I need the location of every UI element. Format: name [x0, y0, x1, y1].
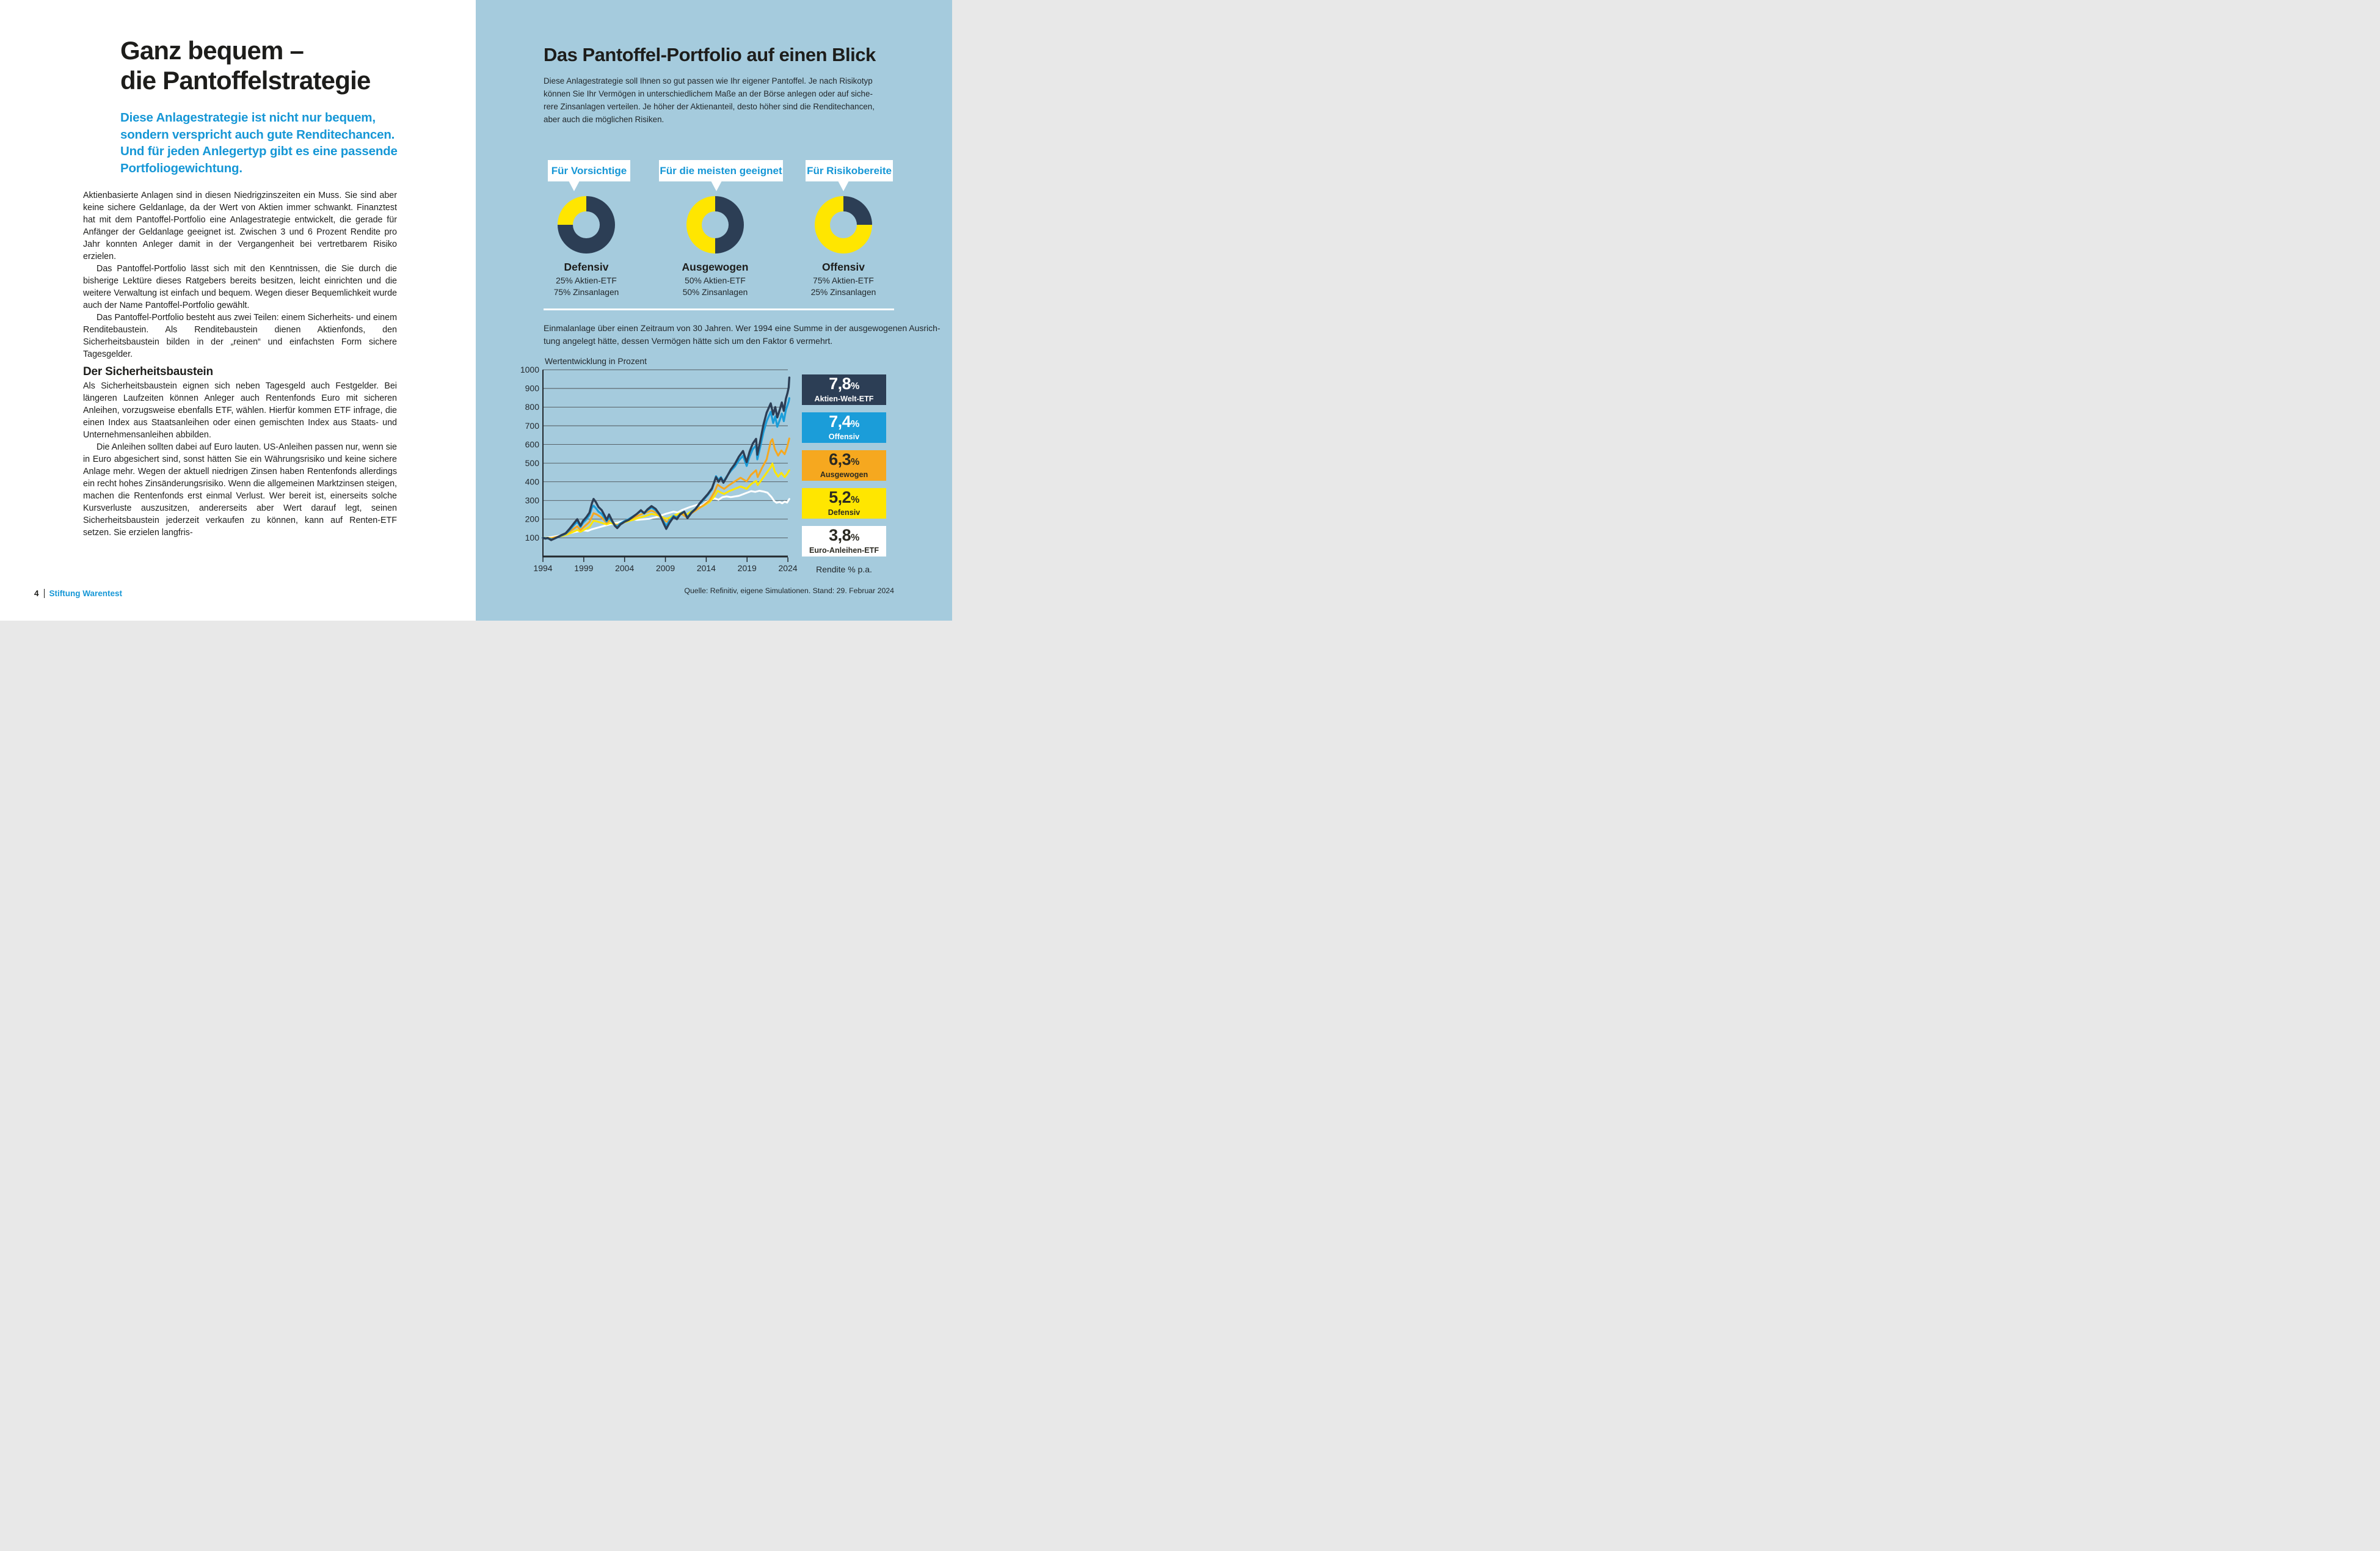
- portfolio-aktien: 25% Aktien-ETF: [556, 276, 617, 285]
- panel-intro: Diese Anlagestrategie soll Ihnen so gut …: [544, 75, 875, 126]
- panel-intro-line: aber auch die möglichen Risiken.: [544, 115, 664, 124]
- body-paragraph: Als Sicherheitsbaustein eignen sich nebe…: [83, 381, 397, 440]
- svg-text:2009: 2009: [656, 563, 675, 573]
- legend-box-aktien-welt-etf: 7,8% Aktien-Welt-ETF: [802, 374, 886, 405]
- line-chart: 100 200 300 400 500 600 700 800 900 1000 1994 1999 2…: [520, 365, 798, 573]
- donut-chart-offensiv: [815, 196, 872, 254]
- legend-label: Aktien-Welt-ETF: [814, 395, 874, 403]
- portfolio-aktien: 75% Aktien-ETF: [813, 276, 874, 285]
- legend-value: 7,4%: [829, 412, 859, 431]
- legend-box-offensiv: 7,4% Offensiv: [802, 412, 886, 443]
- portfolio-name: Defensiv: [564, 261, 609, 273]
- section-heading: Der Sicherheitsbaustein: [83, 365, 213, 378]
- body-paragraph: Das Pantoffel-Portfolio lässt sich mit d…: [83, 264, 397, 310]
- subtitle-line: sondern verspricht auch gute Renditechan…: [120, 127, 395, 142]
- chart-note: Einmalanlage über einen Zeitraum von 30 …: [544, 322, 941, 347]
- page-title: Ganz bequem – die Pantoffelstrategie: [120, 35, 371, 95]
- source-line: Quelle: Refinitiv, eigene Simulationen. …: [684, 586, 894, 595]
- svg-text:200: 200: [525, 514, 540, 524]
- panel-intro-line: Diese Anlagestrategie soll Ihnen so gut …: [544, 76, 873, 86]
- body-column: Aktienbasierte Anlagen sind in diesen Ni…: [83, 189, 397, 539]
- svg-text:1994: 1994: [533, 563, 552, 573]
- portfolio-zins: 25% Zinsanlagen: [810, 288, 876, 297]
- legend-box-defensiv: 5,2% Defensiv: [802, 488, 886, 519]
- speech-bubble-defensiv: Für Vorsichtige: [548, 160, 630, 181]
- panel-title: Das Pantoffel-Portfolio auf einen Blick: [544, 44, 876, 65]
- legend-box-ausgewogen: 6,3% Ausgewogen: [802, 450, 886, 481]
- svg-text:2019: 2019: [738, 563, 757, 573]
- page: Ganz bequem – die Pantoffelstrategie Die…: [0, 0, 952, 621]
- legend-label: Offensiv: [828, 432, 860, 441]
- body-paragraph: Das Pantoffel-Portfolio besteht aus zwei…: [83, 313, 397, 359]
- page-title-line2: die Pantoffelstrategie: [120, 66, 371, 95]
- panel-intro-line: rere Zinsanlagen verteilen. Je höher der…: [544, 102, 875, 111]
- legend-value: 5,2%: [829, 488, 859, 506]
- donut-chart-defensiv: [558, 196, 615, 254]
- chart-title: Wertentwicklung in Prozent: [545, 357, 647, 366]
- donut-hole: [830, 211, 857, 238]
- legend-value: 6,3%: [829, 450, 859, 469]
- legend-value: 3,8%: [829, 526, 859, 544]
- page-title-line1: Ganz bequem –: [120, 36, 304, 65]
- portfolio-aktien: 50% Aktien-ETF: [685, 276, 746, 285]
- body-paragraph: Aktienbasierte Anlagen sind in diesen Ni…: [83, 191, 397, 261]
- bubble-tail: [569, 181, 580, 191]
- svg-text:2014: 2014: [697, 563, 716, 573]
- chart-note-line: tung angelegt hätte, dessen Vermögen hät…: [544, 335, 833, 346]
- footer-divider: [43, 589, 45, 598]
- legend-label: Euro-Anleihen-ETF: [809, 546, 879, 555]
- bubble-label: Für Risikobereite: [807, 164, 892, 177]
- body-paragraph: Die Anleihen sollten dabei auf Euro laut…: [83, 442, 397, 538]
- portfolio-name: Offensiv: [821, 261, 865, 273]
- svg-text:2024: 2024: [779, 563, 798, 573]
- donut-hole: [702, 211, 729, 238]
- svg-text:300: 300: [525, 495, 540, 505]
- legend-label: Ausgewogen: [820, 470, 868, 479]
- bubble-tail: [838, 181, 849, 191]
- portfolio-zins: 75% Zinsanlagen: [553, 288, 619, 297]
- chart-note-line: Einmalanlage über einen Zeitraum von 30 …: [544, 323, 941, 333]
- subtitle-line: Und für jeden Anlegertyp gibt es eine pa…: [120, 144, 398, 159]
- page-number: 4: [34, 589, 39, 598]
- donut-hole: [573, 211, 600, 238]
- page-footer: 4 Stiftung Warentest: [34, 589, 122, 598]
- bubble-label: Für Vorsichtige: [551, 164, 627, 177]
- subtitle: Diese Anlagestrategie ist nicht nur bequ…: [120, 109, 398, 177]
- legend-box-euro-anleihen-etf: 3,8% Euro-Anleihen-ETF: [802, 526, 886, 557]
- legend-value: 7,8%: [829, 374, 859, 393]
- panel-divider: [544, 308, 894, 310]
- svg-text:600: 600: [525, 439, 540, 449]
- bubble-tail: [711, 181, 722, 191]
- donut-chart-ausgewogen: [686, 196, 744, 254]
- svg-text:900: 900: [525, 384, 540, 393]
- subtitle-line: Portfoliogewichtung.: [120, 161, 242, 175]
- svg-text:2004: 2004: [615, 563, 634, 573]
- speech-bubble-ausgewogen: Für die meisten geeignet: [659, 160, 783, 181]
- svg-text:1000: 1000: [520, 365, 539, 374]
- svg-text:500: 500: [525, 458, 540, 468]
- legend-label: Defensiv: [828, 508, 861, 517]
- panel-intro-line: können Sie Ihr Vermögen in unterschiedli…: [544, 89, 873, 98]
- bubble-label: Für die meisten geeignet: [660, 164, 782, 177]
- svg-text:400: 400: [525, 477, 540, 487]
- portfolio-name: Ausgewogen: [682, 261, 749, 273]
- svg-text:700: 700: [525, 421, 540, 431]
- subtitle-line: Diese Anlagestrategie ist nicht nur bequ…: [120, 111, 376, 125]
- portfolio-zins: 50% Zinsanlagen: [682, 288, 748, 297]
- axis-caption: Rendite % p.a.: [816, 564, 872, 574]
- svg-text:800: 800: [525, 402, 540, 412]
- svg-text:1999: 1999: [574, 563, 593, 573]
- speech-bubble-offensiv: Für Risikobereite: [806, 160, 893, 181]
- svg-text:100: 100: [525, 533, 540, 542]
- brand-name: Stiftung Warentest: [49, 589, 123, 598]
